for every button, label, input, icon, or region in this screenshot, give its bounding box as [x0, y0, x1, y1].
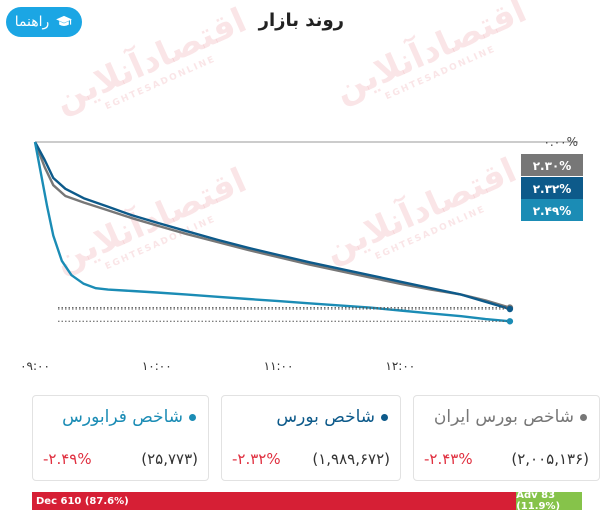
series-end-point [506, 305, 514, 313]
end-value-label: ۲.۴۹% [533, 204, 572, 218]
end-value-tag [521, 154, 583, 176]
x-tick-label: ۱۲:۰۰ [385, 359, 415, 373]
watermark-text: اقتصادآنلاین [328, 0, 533, 111]
end-value-tag [521, 199, 583, 221]
index-name-label: شاخص بورس ایران [433, 407, 574, 427]
index-value: (۱,۹۸۹,۶۷۲) [312, 450, 390, 468]
end-value-tag [521, 177, 583, 199]
market-breadth-bar: Dec 610 (87.6%) Adv 83 (11.9%) [32, 490, 582, 512]
page-title: روند بازار [258, 10, 344, 31]
advancing-segment: Adv 83 (11.9%) [516, 490, 582, 512]
advancing-label: Adv 83 (11.9%) [516, 490, 561, 512]
index-card-bourse[interactable]: شاخص بورس (۱,۹۸۹,۶۷۲) -۲.۳۲% [221, 395, 401, 481]
watermark-logo: اقتصادآنلاین EGHTESADONLINE [329, 0, 537, 120]
guide-button-label: راهنما [14, 14, 50, 30]
index-card-farabourse[interactable]: شاخص فرابورس (۲۵,۷۷۳) -۲.۴۹% [32, 395, 209, 481]
guide-button[interactable]: راهنما [6, 7, 82, 37]
watermark-sub: EGHTESADONLINE [103, 54, 218, 113]
x-tick-label: ۰۹:۰۰ [20, 359, 50, 373]
index-value: (۲,۰۰۵,۱۳۶) [511, 450, 589, 468]
end-value-label: ۲.۳۰% [533, 159, 572, 173]
index-name-label: شاخص فرابورس [62, 407, 183, 427]
series-line [33, 141, 511, 323]
series-line [33, 141, 511, 309]
x-tick-label: ۱۰:۰۰ [142, 359, 172, 373]
y-tick-label: ۰.۰۰% [543, 135, 578, 149]
series-end-point [506, 318, 514, 325]
watermark-sub: EGHTESADONLINE [383, 44, 498, 103]
declining-segment: Dec 610 (87.6%) [32, 492, 517, 510]
declining-label: Dec 610 (87.6%) [36, 495, 129, 507]
index-change: -۲.۴۳% [424, 450, 473, 468]
end-value-label: ۲.۳۲% [533, 182, 572, 196]
index-change: -۲.۳۲% [232, 450, 281, 468]
series-line [33, 141, 511, 311]
index-card-tedpix[interactable]: شاخص بورس ایران (۲,۰۰۵,۱۳۶) -۲.۴۳% [413, 395, 600, 481]
x-tick-label: ۱۱:۰۰ [264, 359, 294, 373]
index-change: -۲.۴۹% [43, 450, 92, 468]
index-name-label: شاخص بورس [276, 407, 375, 427]
series-dot-icon [381, 413, 388, 421]
index-card-name: شاخص بورس ایران [434, 407, 587, 427]
series-dot-icon [580, 413, 587, 421]
series-dot-icon [189, 413, 196, 421]
index-card-name: شاخص بورس [276, 407, 388, 427]
index-value: (۲۵,۷۷۳) [141, 450, 198, 468]
graduation-cap-icon [56, 15, 73, 26]
index-trend-chart: ۰.۰۰%-۱.۰۰%۰۹:۰۰۱۰:۰۰۱۱:۰۰۱۲:۰۰۲.۳۰%۲.۳۲… [20, 135, 583, 373]
index-card-name: شاخص فرابورس [62, 407, 196, 427]
